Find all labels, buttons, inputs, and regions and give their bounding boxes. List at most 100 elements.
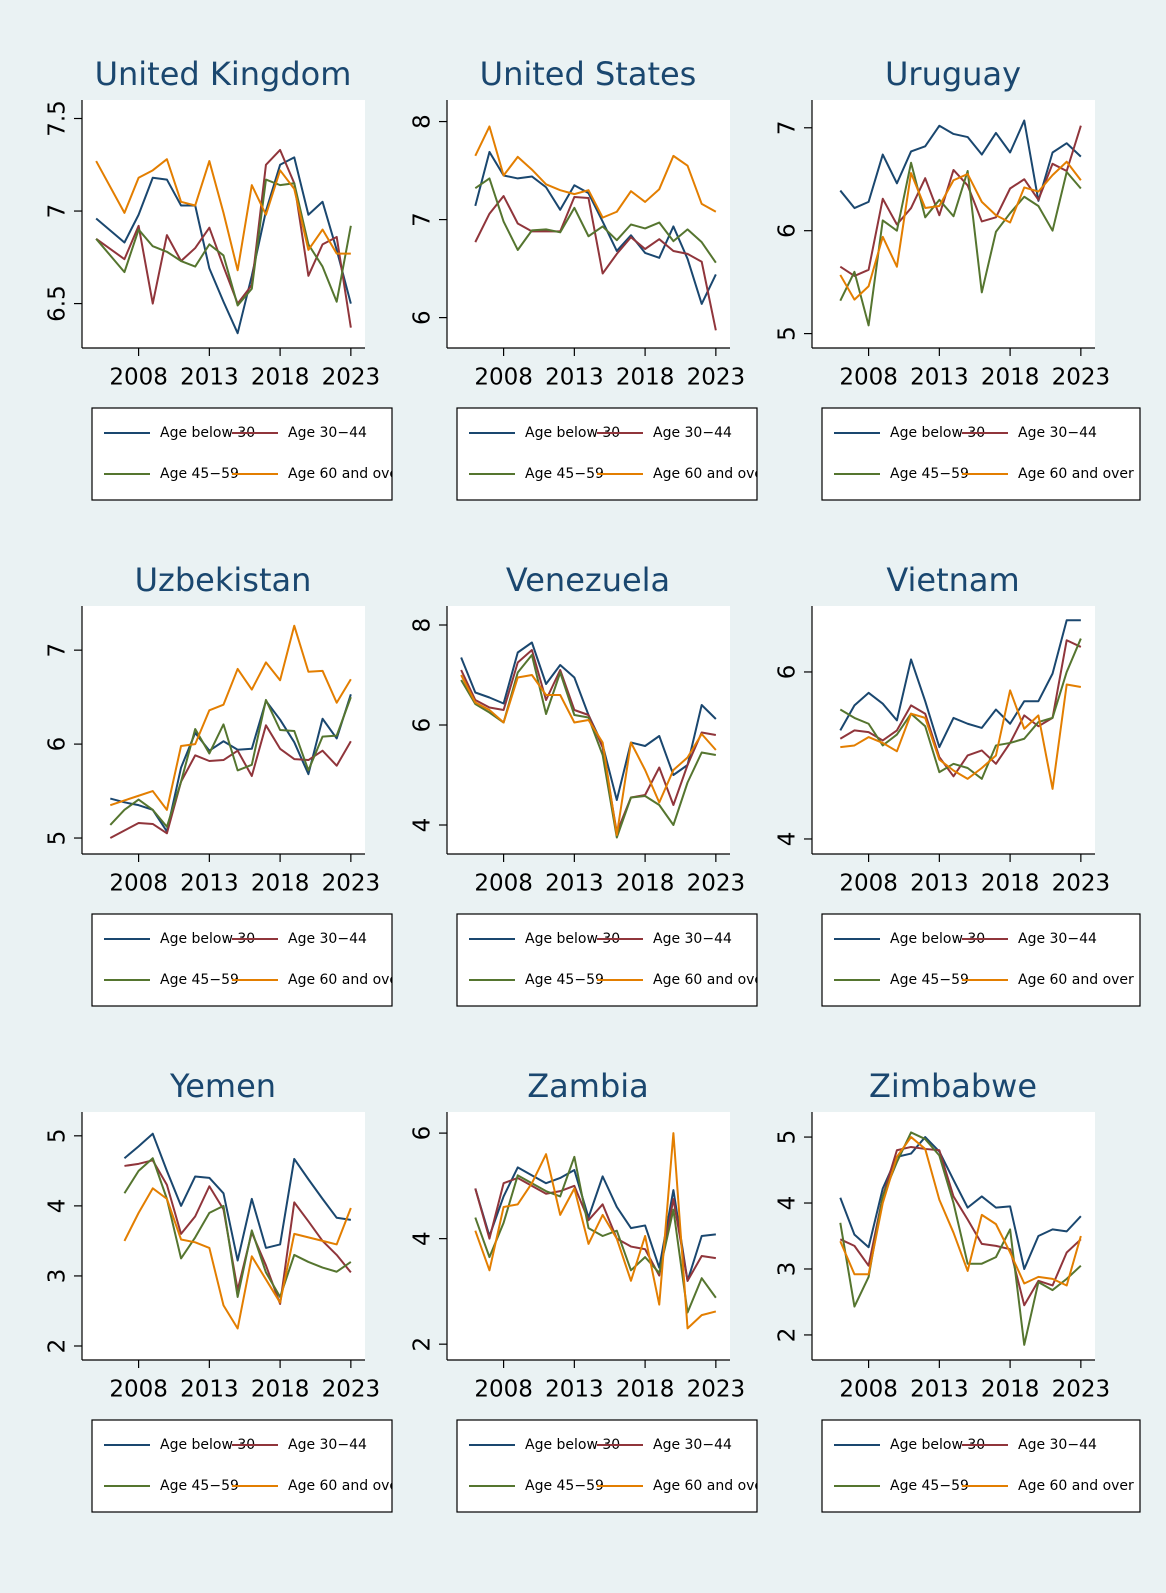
legend-label: Age below 30 (525, 1437, 620, 1453)
x-tick-label: 2023 (322, 871, 381, 897)
y-tick-label: 7 (410, 212, 436, 227)
legend-label: Age below 30 (160, 425, 255, 441)
chart-title: Uruguay (885, 55, 1021, 93)
chart-panel: United Kingdom 6.5 7 7.5 2008 2013 2018 2023 Age… (45, 55, 404, 501)
plot-area (82, 606, 365, 854)
legend-label: Age 45−59 (160, 466, 239, 482)
y-tick-label: 4 (410, 818, 436, 833)
legend-label: Age 60 and over (1018, 1478, 1134, 1494)
x-tick-label: 2013 (545, 871, 604, 897)
x-tick-label: 2008 (839, 1377, 898, 1403)
x-tick-label: 2013 (180, 365, 239, 391)
series-line (839, 161, 1082, 327)
x-tick-label: 2008 (474, 365, 533, 391)
legend-label: Age 60 and over (653, 466, 769, 482)
chart-panel: Zimbabwe 2 3 4 5 2008 2013 2018 2023 Age below 30… (775, 1067, 1141, 1513)
x-tick-label: 2013 (910, 1377, 969, 1403)
series-line (124, 1159, 352, 1305)
series-line (460, 649, 717, 834)
legend-label: Age 60 and over (288, 972, 404, 988)
x-tick-label: 2008 (474, 871, 533, 897)
legend-label: Age below 30 (525, 425, 620, 441)
legend-label: Age 30−44 (653, 425, 732, 441)
legend-label: Age 30−44 (1018, 931, 1097, 947)
legend-label: Age 45−59 (525, 1478, 604, 1494)
plot-area (82, 100, 365, 348)
y-tick-label: 4 (775, 1196, 801, 1211)
plot-area (447, 606, 730, 854)
chart-title: Zambia (527, 1067, 649, 1105)
legend-items: Age below 30 Age 30−44 Age 45−59 Age 60 and… (834, 931, 1134, 988)
legend-items: Age below 30 Age 30−44 Age 45−59 Age 60 and… (469, 931, 757, 988)
legend-label: Age below 30 (890, 931, 985, 947)
chart-title: Vietnam (886, 561, 1019, 599)
series-line (123, 1187, 352, 1330)
x-tick-label: 2018 (981, 1377, 1040, 1403)
series-line (95, 156, 352, 335)
series-line (474, 1132, 717, 1330)
x-tick-label: 2023 (1052, 871, 1111, 897)
legend-label: Age 60 and over (1018, 466, 1134, 482)
y-tick-label: 8 (410, 618, 436, 633)
legend-label: Age 60 and over (288, 466, 404, 482)
x-tick-label: 2018 (251, 1377, 310, 1403)
series-line (123, 1132, 351, 1262)
chart-title: Venezuela (506, 561, 670, 599)
legend-label: Age 45−59 (890, 1478, 969, 1494)
plot-area (82, 1112, 365, 1360)
chart-title: Yemen (169, 1067, 276, 1105)
legend-label: Age below 30 (525, 931, 620, 947)
plot-area (812, 100, 1095, 348)
series-line (95, 158, 351, 272)
x-tick-label: 2008 (839, 871, 898, 897)
x-tick-label: 2013 (910, 365, 969, 391)
series-line (109, 724, 352, 839)
legend-label: Age below 30 (890, 425, 985, 441)
series-line (840, 683, 1082, 790)
y-tick-label: 4 (775, 832, 801, 847)
legend (91, 407, 393, 501)
legend-items: Age below 30 Age 30−44 Age 45−59 Age 60 and… (104, 1437, 392, 1494)
chart-title: Uzbekistan (135, 561, 312, 599)
legend-label: Age 60 and over (1018, 972, 1134, 988)
legend-items: Age below 30 Age 30−44 Age 45−59 Age 60 and… (469, 425, 769, 482)
legend (821, 1419, 1141, 1513)
legend (91, 1419, 393, 1513)
x-tick-label: 2013 (180, 1377, 239, 1403)
chart-title: United States (480, 55, 697, 93)
x-tick-label: 2008 (109, 1377, 168, 1403)
legend-label: Age 30−44 (1018, 425, 1097, 441)
legend-label: Age 30−44 (288, 1437, 367, 1453)
legend (821, 913, 1141, 1007)
y-tick-label: 2 (775, 1328, 801, 1343)
legend (456, 1419, 758, 1513)
x-tick-label: 2013 (545, 1377, 604, 1403)
x-tick-label: 2018 (616, 365, 675, 391)
x-tick-label: 2023 (687, 871, 746, 897)
chart-panel: Uzbekistan 5 6 7 2008 2013 2018 2023 Age below 3… (45, 561, 404, 1007)
plot-area (447, 100, 730, 348)
legend-label: Age below 30 (890, 1437, 985, 1453)
legend-label: Age below 30 (160, 931, 255, 947)
y-tick-label: 4 (45, 1199, 71, 1214)
legend-items: Age below 30 Age 30−44 Age 45−59 Age 60 and… (834, 1437, 1134, 1494)
legend-label: Age 45−59 (890, 466, 969, 482)
y-tick-label: 6.5 (45, 285, 71, 322)
x-tick-label: 2008 (839, 365, 898, 391)
x-tick-label: 2008 (109, 365, 168, 391)
x-tick-label: 2023 (322, 365, 381, 391)
legend-label: Age 30−44 (288, 425, 367, 441)
legend-label: Age 60 and over (653, 1478, 769, 1494)
legend (821, 407, 1141, 501)
legend-label: Age 45−59 (890, 972, 969, 988)
series-line (474, 177, 717, 264)
series-line (95, 148, 352, 328)
legend (456, 913, 758, 1007)
legend-label: Age below 30 (160, 1437, 255, 1453)
series-line (460, 674, 717, 836)
legend-items: Age below 30 Age 30−44 Age 45−59 Age 60 and… (834, 425, 1134, 482)
